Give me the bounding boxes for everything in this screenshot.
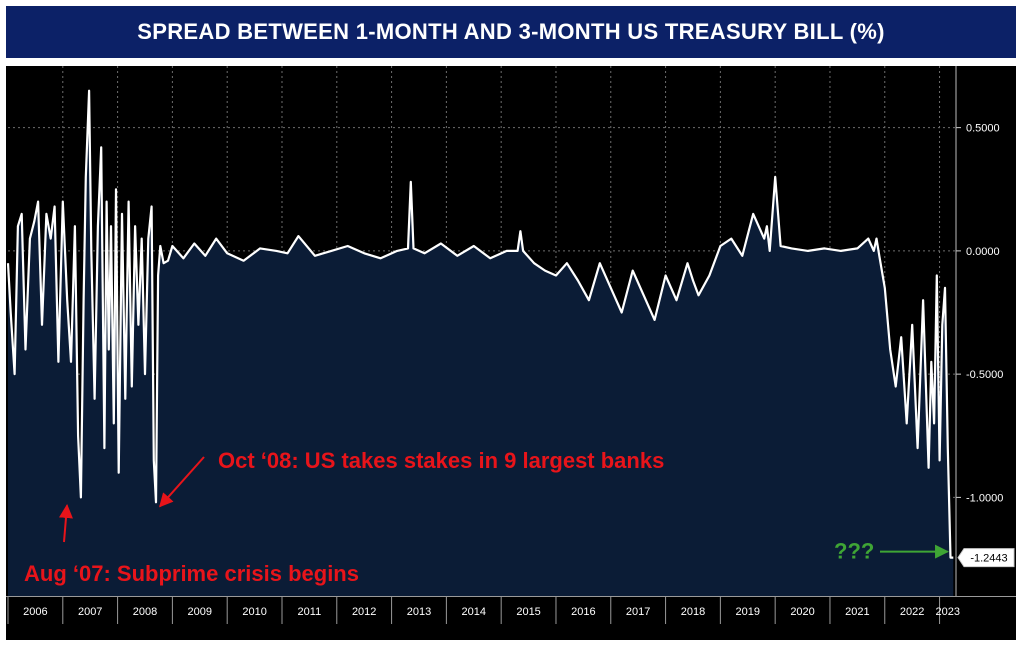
x-tick-label: 2006: [23, 606, 47, 618]
y-tick-label: 0.5000: [966, 123, 1000, 135]
x-tick-label: 2018: [681, 606, 705, 618]
y-tick-label: -1.0000: [966, 492, 1003, 504]
chart-area: 0.5000 0.0000 -0.5000 -1.0000 -1.2443 2006 20…: [6, 66, 1016, 640]
x-tick-label: 2017: [626, 606, 650, 618]
title-bar: SPREAD BETWEEN 1-MONTH AND 3-MONTH US TR…: [6, 6, 1016, 58]
x-axis: 2006 2007 2008 2009 2010 2011 2012 2013 2014 2015…: [6, 596, 1016, 640]
x-tick-label: 2016: [571, 606, 595, 618]
x-tick-label: 2023: [936, 606, 960, 618]
plot: [6, 89, 954, 596]
series-area: [8, 90, 954, 596]
annotation-oct-08-arrow: [159, 456, 205, 508]
y-tick-label: -0.5000: [966, 369, 1003, 381]
x-tick-label: 2007: [78, 606, 102, 618]
x-tick-label: 2021: [845, 606, 869, 618]
x-tick-label: 2022: [900, 606, 924, 618]
x-tick-label: 2008: [133, 606, 157, 618]
x-tick-label: 2009: [188, 606, 212, 618]
y-axis: 0.5000 0.0000 -0.5000 -1.0000 -1.2443: [955, 66, 1015, 596]
last-value-label: -1.2443: [970, 553, 1007, 565]
x-tick-label: 2013: [407, 606, 431, 618]
annotation-oct-08: Oct ‘08: US takes stakes in 9 largest ba…: [218, 448, 664, 473]
annotation-aug-07: Aug ‘07: Subprime crisis begins: [24, 561, 359, 586]
y-tick-label: 0.0000: [966, 246, 1000, 258]
series-line: [6, 89, 954, 559]
chart-title: SPREAD BETWEEN 1-MONTH AND 3-MONTH US TR…: [137, 19, 885, 44]
annotation-question: ???: [834, 539, 874, 564]
x-tick-label: 2014: [462, 606, 486, 618]
x-tick-label: 2020: [790, 606, 814, 618]
x-tick-label: 2011: [298, 606, 322, 618]
x-tick-label: 2010: [242, 606, 266, 618]
x-tick-label: 2012: [352, 606, 376, 618]
annotation-aug-07-arrow: [59, 504, 73, 543]
annotations: Oct ‘08: US takes stakes in 9 largest ba…: [24, 448, 950, 586]
x-tick-label: 2019: [736, 606, 760, 618]
last-value-box: [957, 548, 1015, 568]
x-axis-strip: [6, 596, 1016, 640]
x-tick-label: 2015: [516, 606, 540, 618]
